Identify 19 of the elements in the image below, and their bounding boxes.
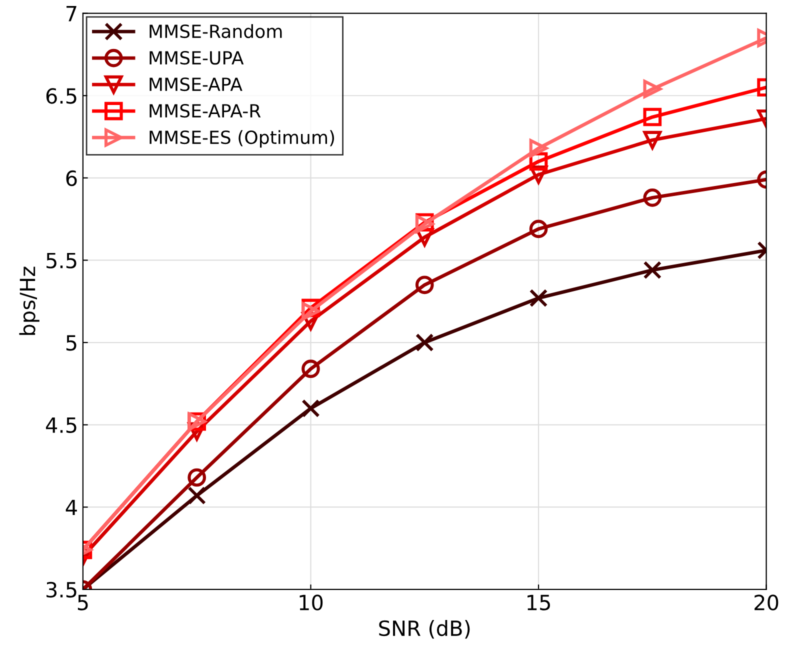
y-tick-label: 7 xyxy=(66,6,76,22)
y-axis-title: bps/Hz xyxy=(19,266,40,335)
legend-label: MMSE-UPA xyxy=(150,50,244,65)
x-tick-label: 5 xyxy=(78,594,88,610)
y-tick-label: 5.5 xyxy=(46,252,76,268)
y-tick-label: 4.5 xyxy=(46,418,76,434)
legend-label: MMSE-APA xyxy=(150,77,242,92)
x-tick-label: 15 xyxy=(528,594,550,610)
x-axis-title: SNR (dB) xyxy=(379,620,470,639)
legend-label: MMSE-APA-R xyxy=(150,104,261,118)
y-tick-label: 3.5 xyxy=(46,582,76,598)
y-tick-label: 6 xyxy=(66,170,77,186)
y-tick-label: 4 xyxy=(66,500,77,516)
y-tick-label: 6.5 xyxy=(46,88,76,104)
legend-label: MMSE-ES (Optimum) xyxy=(150,130,334,148)
x-tick-label: 10 xyxy=(300,594,323,610)
y-tick-label: 5 xyxy=(66,335,76,351)
legend-label: MMSE-Random xyxy=(150,24,282,38)
x-tick-label: 20 xyxy=(754,594,778,610)
